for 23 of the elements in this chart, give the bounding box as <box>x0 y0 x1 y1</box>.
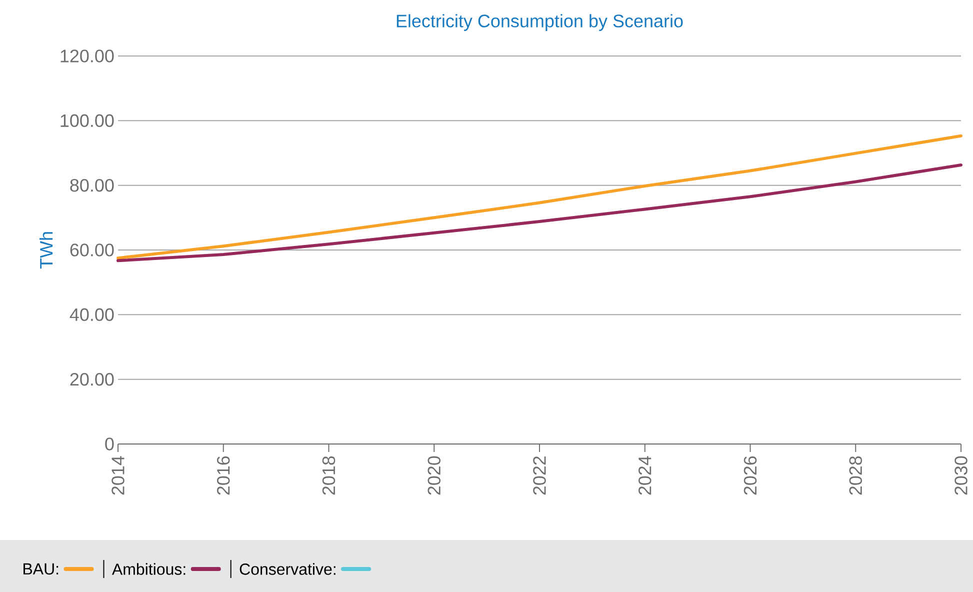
y-tick-label: 60.00 <box>70 244 114 256</box>
x-tick-label: 2018 <box>322 456 336 495</box>
legend-label: Ambitious: <box>112 563 186 575</box>
y-tick-label: 20.00 <box>70 372 114 386</box>
x-tick-label: 2030 <box>954 456 968 495</box>
y-tick-label: 40.00 <box>70 308 114 322</box>
x-tick-label: 2016 <box>217 456 230 495</box>
line-series <box>116 163 963 262</box>
x-tick-label: 2014 <box>112 456 124 495</box>
y-tick-label: 100.00 <box>60 114 114 128</box>
x-tick-label: 2024 <box>638 456 652 495</box>
x-tick-label: 2020 <box>428 456 440 495</box>
legend-label: BAU: <box>24 563 58 575</box>
y-tick-label: 0 <box>105 438 114 450</box>
chart-title: Electricity Consumption by Scenario <box>396 14 683 31</box>
x-tick-label: 2026 <box>744 456 757 495</box>
x-tick-label: 2028 <box>849 456 862 495</box>
x-tick-label: 2022 <box>533 456 546 495</box>
y-tick-label: 80.00 <box>70 178 114 192</box>
legend-label: Conservative: <box>240 563 336 575</box>
y-tick-label: 120.00 <box>60 50 114 62</box>
line-series <box>116 134 963 260</box>
y-axis-title: TWh <box>40 232 53 269</box>
